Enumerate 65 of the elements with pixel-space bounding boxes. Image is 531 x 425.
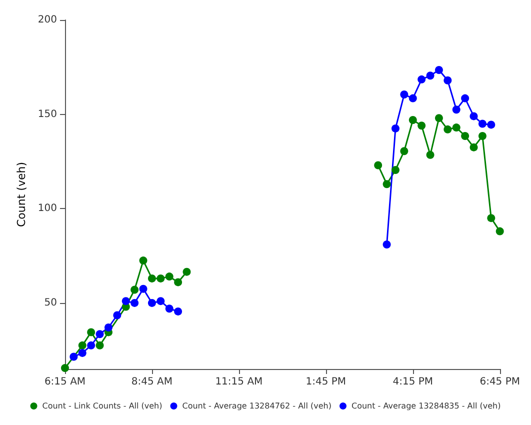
point <box>165 304 174 313</box>
point <box>70 352 78 361</box>
point <box>487 120 496 129</box>
point <box>391 124 400 132</box>
x-tick-label: 11:15 AM <box>215 376 263 388</box>
point <box>130 298 139 307</box>
point <box>139 284 148 293</box>
point <box>382 240 391 248</box>
point <box>104 324 112 332</box>
point <box>400 147 408 156</box>
point <box>452 124 460 132</box>
point <box>418 75 426 84</box>
point <box>174 307 182 316</box>
point <box>426 72 434 80</box>
x-tick-label: 8:45 AM <box>131 376 173 388</box>
legend-label: Count - Average 13284835 - All (veh) <box>351 402 501 410</box>
point <box>444 76 452 84</box>
point <box>174 278 182 286</box>
y-tick-label: 100 <box>38 203 57 214</box>
x-tick-label: 6:45 PM <box>480 376 520 388</box>
point <box>426 150 434 159</box>
point <box>122 297 130 306</box>
point <box>478 120 486 128</box>
point <box>418 122 426 130</box>
point <box>461 94 470 102</box>
x-tick-label: 4:15 PM <box>392 376 434 388</box>
point <box>165 272 174 281</box>
point <box>130 286 139 294</box>
point <box>478 132 486 140</box>
point <box>156 297 165 306</box>
point <box>96 341 104 350</box>
y-axis-title: Count (veh) <box>15 162 28 227</box>
x-tick-label: 1:45 PM <box>306 376 346 388</box>
point <box>408 94 417 102</box>
point <box>139 256 148 265</box>
x-tick-label: 6:15 AM <box>44 376 86 388</box>
point <box>87 328 96 336</box>
y-tick-label: 150 <box>38 108 57 120</box>
point <box>374 161 382 170</box>
point <box>382 180 391 188</box>
point <box>148 298 156 307</box>
point <box>496 227 504 236</box>
point <box>96 330 104 338</box>
point <box>148 274 156 282</box>
point <box>87 341 96 350</box>
point <box>470 143 478 152</box>
legend-label: Count - Link Counts - All (veh) <box>42 402 162 410</box>
y-tick-label: 200 <box>38 14 57 26</box>
point <box>487 214 496 222</box>
point <box>434 114 443 122</box>
legend-label: Count - Average 13284762 - All (veh) <box>182 402 332 410</box>
point <box>444 125 452 134</box>
point <box>113 311 122 320</box>
point <box>434 66 443 74</box>
point <box>78 348 86 357</box>
point <box>182 268 191 276</box>
point <box>400 90 408 99</box>
point <box>78 341 86 350</box>
point <box>391 166 400 174</box>
point <box>408 116 417 124</box>
point <box>470 112 478 120</box>
y-tick-label: 50 <box>44 297 57 308</box>
point <box>452 106 460 114</box>
point <box>461 132 470 140</box>
point <box>156 274 165 282</box>
